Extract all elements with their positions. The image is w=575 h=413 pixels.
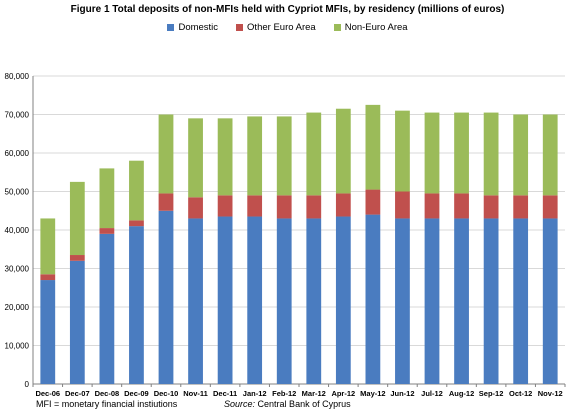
source-label: Source:: [224, 399, 256, 409]
legend-swatch-other-euro-area: [236, 24, 244, 31]
bar-non-euro-area: [483, 112, 499, 196]
bar-non-euro-area: [129, 160, 144, 221]
bar-non-euro-area: [424, 112, 440, 194]
bar-domestic: [365, 214, 381, 384]
y-tick-label: 50,000: [5, 188, 30, 197]
legend-swatch-non-euro-area: [333, 24, 341, 31]
bar-domestic: [247, 216, 263, 384]
bar-non-euro-area: [306, 112, 322, 196]
bar-domestic: [395, 218, 410, 384]
footnote-source: Source: Central Bank of Cyprus: [224, 399, 351, 409]
y-tick-label: 40,000: [5, 226, 30, 235]
bar-non-euro-area: [40, 218, 56, 275]
bar-domestic: [40, 280, 56, 384]
x-tick-label: Feb-12: [272, 389, 296, 398]
bar-non-euro-area: [542, 114, 558, 196]
y-tick-label: 60,000: [5, 149, 30, 158]
bar-other-euro-area: [129, 220, 144, 227]
bar-domestic: [306, 218, 322, 384]
x-tick-label: Mar-12: [302, 389, 326, 398]
y-tick-label: 20,000: [5, 303, 30, 312]
x-tick-label: Dec-06: [35, 389, 60, 398]
bar-domestic: [513, 218, 529, 384]
bar-domestic: [188, 218, 203, 384]
bar-non-euro-area: [395, 110, 410, 192]
bar-domestic: [69, 260, 85, 384]
x-tick-label: Sep-12: [479, 389, 504, 398]
bar-non-euro-area: [247, 116, 263, 196]
bar-other-euro-area: [40, 274, 56, 281]
legend-item-non-euro-area: Non-Euro Area: [333, 22, 408, 33]
bar-other-euro-area: [395, 191, 410, 219]
bar-domestic: [483, 218, 499, 384]
x-tick-label: Aug-12: [449, 389, 474, 398]
x-tick-label: Jul-12: [421, 389, 443, 398]
y-tick-label: 10,000: [5, 342, 30, 351]
bar-domestic: [158, 210, 174, 384]
bar-non-euro-area: [69, 181, 85, 256]
bar-non-euro-area: [158, 114, 174, 194]
chart-legend: Domestic Other Euro Area Non-Euro Area: [0, 22, 575, 33]
bar-domestic: [276, 218, 292, 384]
bar-other-euro-area: [158, 193, 174, 211]
x-tick-label: Nov-11: [183, 389, 208, 398]
y-tick-label: 70,000: [5, 111, 30, 120]
bar-other-euro-area: [99, 228, 115, 234]
bar-domestic: [217, 216, 233, 384]
x-tick-label: Oct-12: [509, 389, 532, 398]
bar-non-euro-area: [454, 112, 469, 194]
y-tick-label: 0: [25, 380, 30, 389]
legend-item-domestic: Domestic: [167, 22, 218, 33]
x-tick-label: Dec-08: [95, 389, 120, 398]
bar-other-euro-area: [188, 197, 203, 219]
legend-item-other-euro-area: Other Euro Area: [236, 22, 316, 33]
bar-other-euro-area: [513, 195, 529, 219]
bar-other-euro-area: [365, 189, 381, 215]
bar-non-euro-area: [217, 118, 233, 196]
x-tick-label: Nov-12: [538, 389, 563, 398]
bar-non-euro-area: [335, 108, 351, 194]
bar-non-euro-area: [513, 114, 529, 196]
legend-label-domestic: Domestic: [178, 22, 219, 33]
bar-non-euro-area: [99, 168, 115, 229]
x-tick-label: Dec-11: [213, 389, 237, 398]
x-tick-label: May-12: [360, 389, 385, 398]
legend-label-other-euro-area: Other Euro Area: [247, 22, 316, 33]
bar-domestic: [335, 216, 351, 384]
bar-non-euro-area: [365, 104, 381, 190]
bar-other-euro-area: [335, 193, 351, 217]
bar-other-euro-area: [247, 195, 263, 217]
legend-swatch-domestic: [167, 24, 175, 31]
bar-non-euro-area: [276, 116, 292, 196]
bar-non-euro-area: [188, 118, 203, 198]
bar-other-euro-area: [454, 193, 469, 219]
bar-other-euro-area: [424, 193, 440, 219]
chart-title: Figure 1 Total deposits of non-MFIs held…: [70, 4, 505, 15]
legend-label-non-euro-area: Non-Euro Area: [344, 22, 408, 33]
bar-domestic: [129, 226, 144, 384]
bar-domestic: [454, 218, 469, 384]
y-tick-label: 30,000: [5, 265, 30, 274]
bar-domestic: [99, 233, 115, 384]
bar-other-euro-area: [306, 195, 322, 219]
x-tick-label: Jan-12: [243, 389, 267, 398]
x-tick-label: Dec-10: [154, 389, 179, 398]
bar-other-euro-area: [542, 195, 558, 219]
footnote-abbreviation: MFI = monetary financial instiutions: [36, 399, 178, 409]
source-text: Central Bank of Cyprus: [257, 399, 351, 409]
bar-other-euro-area: [483, 195, 499, 219]
y-tick-label: 80,000: [5, 72, 30, 81]
bar-domestic: [542, 218, 558, 384]
bar-domestic: [424, 218, 440, 384]
bar-other-euro-area: [276, 195, 292, 219]
bar-other-euro-area: [217, 195, 233, 217]
x-tick-label: Dec-07: [65, 389, 90, 398]
bar-other-euro-area: [69, 255, 85, 261]
x-tick-label: Dec-09: [124, 389, 149, 398]
x-tick-label: Apr-12: [331, 389, 355, 398]
x-tick-label: Jun-12: [390, 389, 414, 398]
